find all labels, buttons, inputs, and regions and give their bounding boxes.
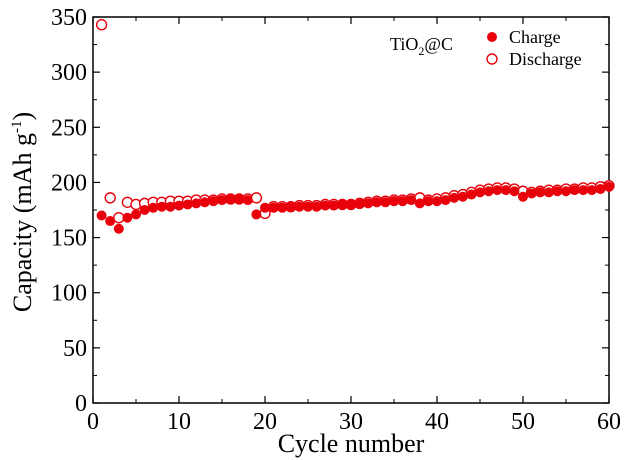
discharge-point <box>113 212 125 224</box>
y-tick-label: 0 <box>75 391 87 417</box>
y-axis-label-sup: -1 <box>9 121 25 134</box>
y-tick-label: 350 <box>51 5 87 31</box>
charge-point <box>509 186 520 197</box>
legend-charge-marker <box>487 32 497 42</box>
charge-point <box>389 196 399 207</box>
x-tick-label: 50 <box>511 409 535 435</box>
charge-point <box>578 185 589 196</box>
charge-point <box>122 212 133 223</box>
charge-point <box>397 196 408 207</box>
charge-point <box>371 197 382 208</box>
charge-point <box>543 187 554 198</box>
charge-point <box>569 185 580 196</box>
charge-point <box>294 201 305 212</box>
annotation-sub: 2 <box>418 44 424 58</box>
legend-item-discharge: Discharge <box>486 49 582 69</box>
legend-item-charge: Charge <box>487 27 561 47</box>
annotation-rest: @C <box>424 34 453 54</box>
y-tick-label: 300 <box>51 60 87 86</box>
charge-point <box>225 193 236 204</box>
charge-point <box>148 202 159 213</box>
x-tick-label: 40 <box>425 409 449 435</box>
charge-point <box>526 188 537 199</box>
x-tick-label: 60 <box>597 409 621 435</box>
charge-point <box>449 192 460 203</box>
charge-point <box>234 193 245 204</box>
charge-point <box>328 200 339 211</box>
discharge-point <box>95 19 108 31</box>
y-tick-label: 50 <box>63 336 87 362</box>
charge-point <box>337 199 348 210</box>
x-axis-label: Cycle number <box>278 429 425 458</box>
charge-point <box>311 201 322 212</box>
discharge-point <box>250 192 263 204</box>
charge-point <box>199 197 210 208</box>
charge-point <box>595 184 606 195</box>
charge-point <box>217 195 227 206</box>
charge-point <box>475 187 485 198</box>
y-tick-label: 200 <box>51 170 87 196</box>
y-axis-label-close: ) <box>8 112 37 121</box>
charge-point <box>191 198 202 209</box>
charge-point <box>113 223 124 234</box>
charge-point <box>156 201 167 212</box>
charge-point <box>492 185 503 196</box>
charge-point <box>604 181 614 192</box>
material-annotation: TiO2@C <box>390 34 453 58</box>
charge-point <box>552 186 563 197</box>
discharge-point <box>104 192 116 204</box>
charge-point <box>268 202 279 213</box>
charge-point <box>165 201 176 212</box>
charge-point <box>500 185 511 196</box>
charge-point <box>208 196 219 207</box>
legend-discharge-label: Discharge <box>509 49 582 69</box>
charge-point <box>406 195 417 206</box>
charge-point <box>131 209 141 220</box>
charge-point <box>535 187 546 198</box>
charge-point <box>174 200 184 211</box>
charge-point <box>440 195 451 206</box>
charge-point <box>285 201 296 212</box>
y-axis-label: Capacity (mAh g-1) <box>8 112 37 312</box>
charge-point <box>277 202 288 213</box>
annotation-main: TiO <box>390 34 418 54</box>
charge-point <box>380 197 391 208</box>
charge-point <box>414 198 425 209</box>
charge-point <box>320 200 331 211</box>
charge-point <box>346 199 356 210</box>
charge-point <box>466 189 477 200</box>
charge-point <box>363 198 374 209</box>
y-tick-label: 250 <box>51 115 87 141</box>
charge-point <box>457 191 468 202</box>
x-tick-label: 30 <box>339 409 363 435</box>
charge-point <box>423 196 434 207</box>
legend-charge-label: Charge <box>509 27 561 47</box>
x-tick-label: 10 <box>167 409 191 435</box>
charge-point <box>260 202 270 213</box>
charge-point <box>518 191 528 202</box>
x-tick-label: 20 <box>253 409 277 435</box>
legend: Charge Discharge <box>486 27 582 69</box>
charge-point <box>139 205 150 215</box>
charge-point <box>561 186 571 197</box>
charge-point <box>483 186 494 197</box>
y-tick-label: 100 <box>51 281 87 307</box>
x-tick-label: 0 <box>87 409 99 435</box>
y-axis-label-main: Capacity (mAh g <box>8 133 37 312</box>
charge-point <box>251 209 262 220</box>
charge-point <box>303 201 313 212</box>
ticks: 0 10 20 30 40 50 60 0 50 100 150 200 250 300 350 <box>51 5 621 435</box>
charge-point <box>586 185 597 196</box>
charge-point <box>182 199 193 210</box>
charge-point <box>432 196 442 207</box>
legend-discharge-marker <box>486 53 498 65</box>
charge-point <box>96 210 107 221</box>
charge-point <box>354 198 365 209</box>
y-tick-label: 150 <box>51 226 87 252</box>
charge-point <box>242 195 253 206</box>
data-points <box>95 19 615 234</box>
charge-point <box>105 216 116 227</box>
